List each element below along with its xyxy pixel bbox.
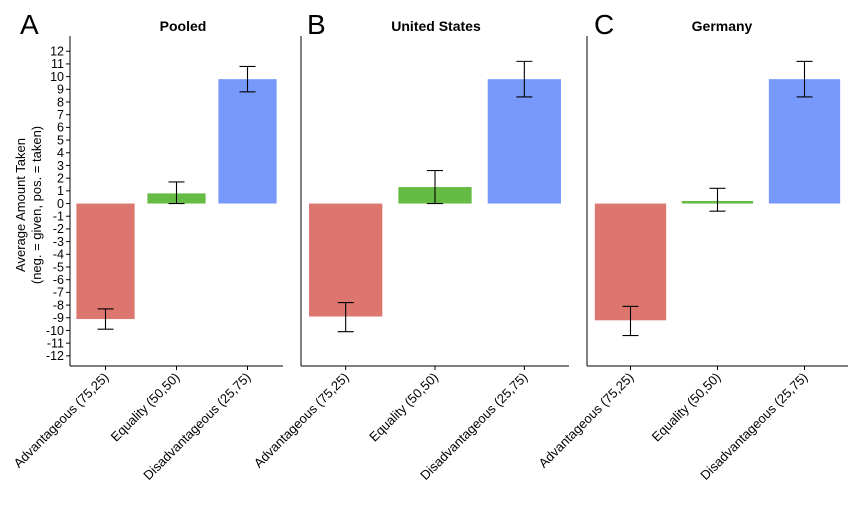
y-tick-label: 4 <box>57 146 64 160</box>
panel-title: Pooled <box>160 18 207 34</box>
x-tick-label: Equality (50,50) <box>108 370 183 445</box>
panel-letter: B <box>307 9 326 40</box>
panels: A Pooled-12-11-10-9-8-7-6-5-4-3-2-1012345… <box>11 9 848 483</box>
y-tick-label: 1 <box>57 184 64 198</box>
y-axis-title: Average Amount Taken (neg. = given, pos.… <box>13 126 44 284</box>
y-tick-label: -11 <box>47 336 64 350</box>
y-axis-title-line-1: Average Amount Taken <box>13 138 28 272</box>
y-tick-label: 7 <box>57 108 64 122</box>
y-tick-label: -6 <box>53 273 64 287</box>
panel-c: C Germany Advantageous (75,25) Equality (50… <box>536 9 848 483</box>
x-tick-label: Equality (50,50) <box>366 370 441 445</box>
y-tick-label: 2 <box>57 171 64 185</box>
y-tick-label: -5 <box>53 260 64 274</box>
y-tick-label: -8 <box>53 298 64 312</box>
y-tick-label: 5 <box>57 133 64 147</box>
y-tick-label: -9 <box>53 311 64 325</box>
panel-title: United States <box>391 18 481 34</box>
bar-advantageous <box>76 203 135 320</box>
x-tick-label: Advantageous (75,25) <box>536 370 637 471</box>
x-tick-label: Equality (50,50) <box>649 370 724 445</box>
y-tick-label: 12 <box>50 45 64 59</box>
y-tick-label: 0 <box>57 197 64 211</box>
y-tick-label: -12 <box>46 349 64 363</box>
y-tick-label: -4 <box>53 248 64 262</box>
panel-a: A Pooled-12-11-10-9-8-7-6-5-4-3-2-1012345… <box>11 9 283 483</box>
y-tick-label: 6 <box>57 121 64 135</box>
y-tick-label: -2 <box>53 222 64 236</box>
y-tick-label: -1 <box>53 210 64 224</box>
bar-disadvantageous <box>218 79 277 204</box>
bar-disadvantageous <box>768 79 841 204</box>
y-tick-label: 3 <box>57 159 64 173</box>
y-tick-label: -3 <box>53 235 64 249</box>
y-tick-label: 8 <box>57 95 64 109</box>
y-axis-title-line-2: (neg. = given, pos. = taken) <box>29 126 44 284</box>
bar-advantageous <box>594 203 667 321</box>
x-tick-label: Advantageous (75,25) <box>11 370 112 471</box>
y-tick-label: 11 <box>51 57 64 71</box>
bar-disadvantageous <box>487 79 561 204</box>
y-tick-label: -10 <box>46 324 64 338</box>
y-tick-label: -7 <box>53 286 64 300</box>
y-tick-label: 9 <box>57 83 64 97</box>
bar-advantageous <box>309 203 383 317</box>
panel-b: B United States Advantageous (75,25) Equali… <box>251 9 569 483</box>
x-tick-label: Advantageous (75,25) <box>251 370 352 471</box>
panel-letter: A <box>20 9 39 40</box>
y-tick-label: 10 <box>50 70 64 84</box>
panel-letter: C <box>594 9 614 40</box>
panel-title: Germany <box>692 18 753 34</box>
